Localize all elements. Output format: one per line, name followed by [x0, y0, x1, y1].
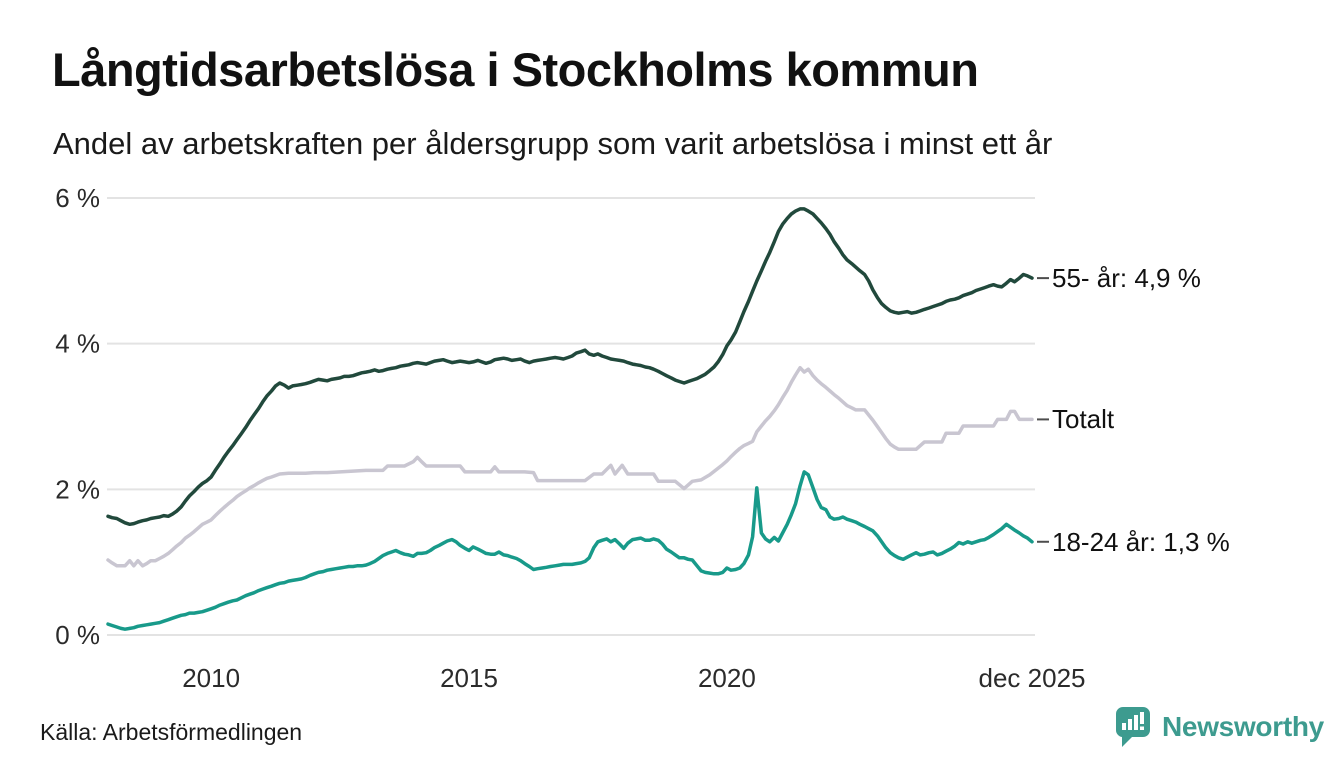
series-end-label-18-24: 18-24 år: 1,3 % [1052, 526, 1230, 557]
series-line-2 [106, 470, 1034, 631]
series-line-1 [106, 365, 1034, 568]
y-tick-label: 2 % [55, 474, 100, 504]
newsworthy-wordmark: Newsworthy [1162, 711, 1324, 742]
y-tick-label: 0 % [55, 620, 100, 650]
newsworthy-bubble-chart-icon [1115, 707, 1150, 747]
y-tick-label: 6 % [55, 183, 100, 213]
x-tick-label: 2015 [440, 663, 498, 693]
series-end-label-55: 55- år: 4,9 % [1052, 263, 1201, 294]
x-tick-label: 2010 [182, 663, 240, 693]
series-end-label-totalt: Totalt [1052, 404, 1115, 435]
y-tick-label: 4 % [55, 329, 100, 359]
series-line-0 [106, 207, 1034, 527]
x-tick-label: dec 2025 [979, 663, 1086, 693]
x-tick-label: 2020 [698, 663, 756, 693]
page-title: Långtidsarbetslösa i Stockholms kommun [52, 43, 979, 96]
newsworthy-logo[interactable]: Newsworthy [1113, 705, 1324, 749]
page-subtitle: Andel av arbetskraften per åldersgrupp s… [53, 126, 1053, 161]
source-note: Källa: Arbetsförmedlingen [40, 719, 303, 745]
